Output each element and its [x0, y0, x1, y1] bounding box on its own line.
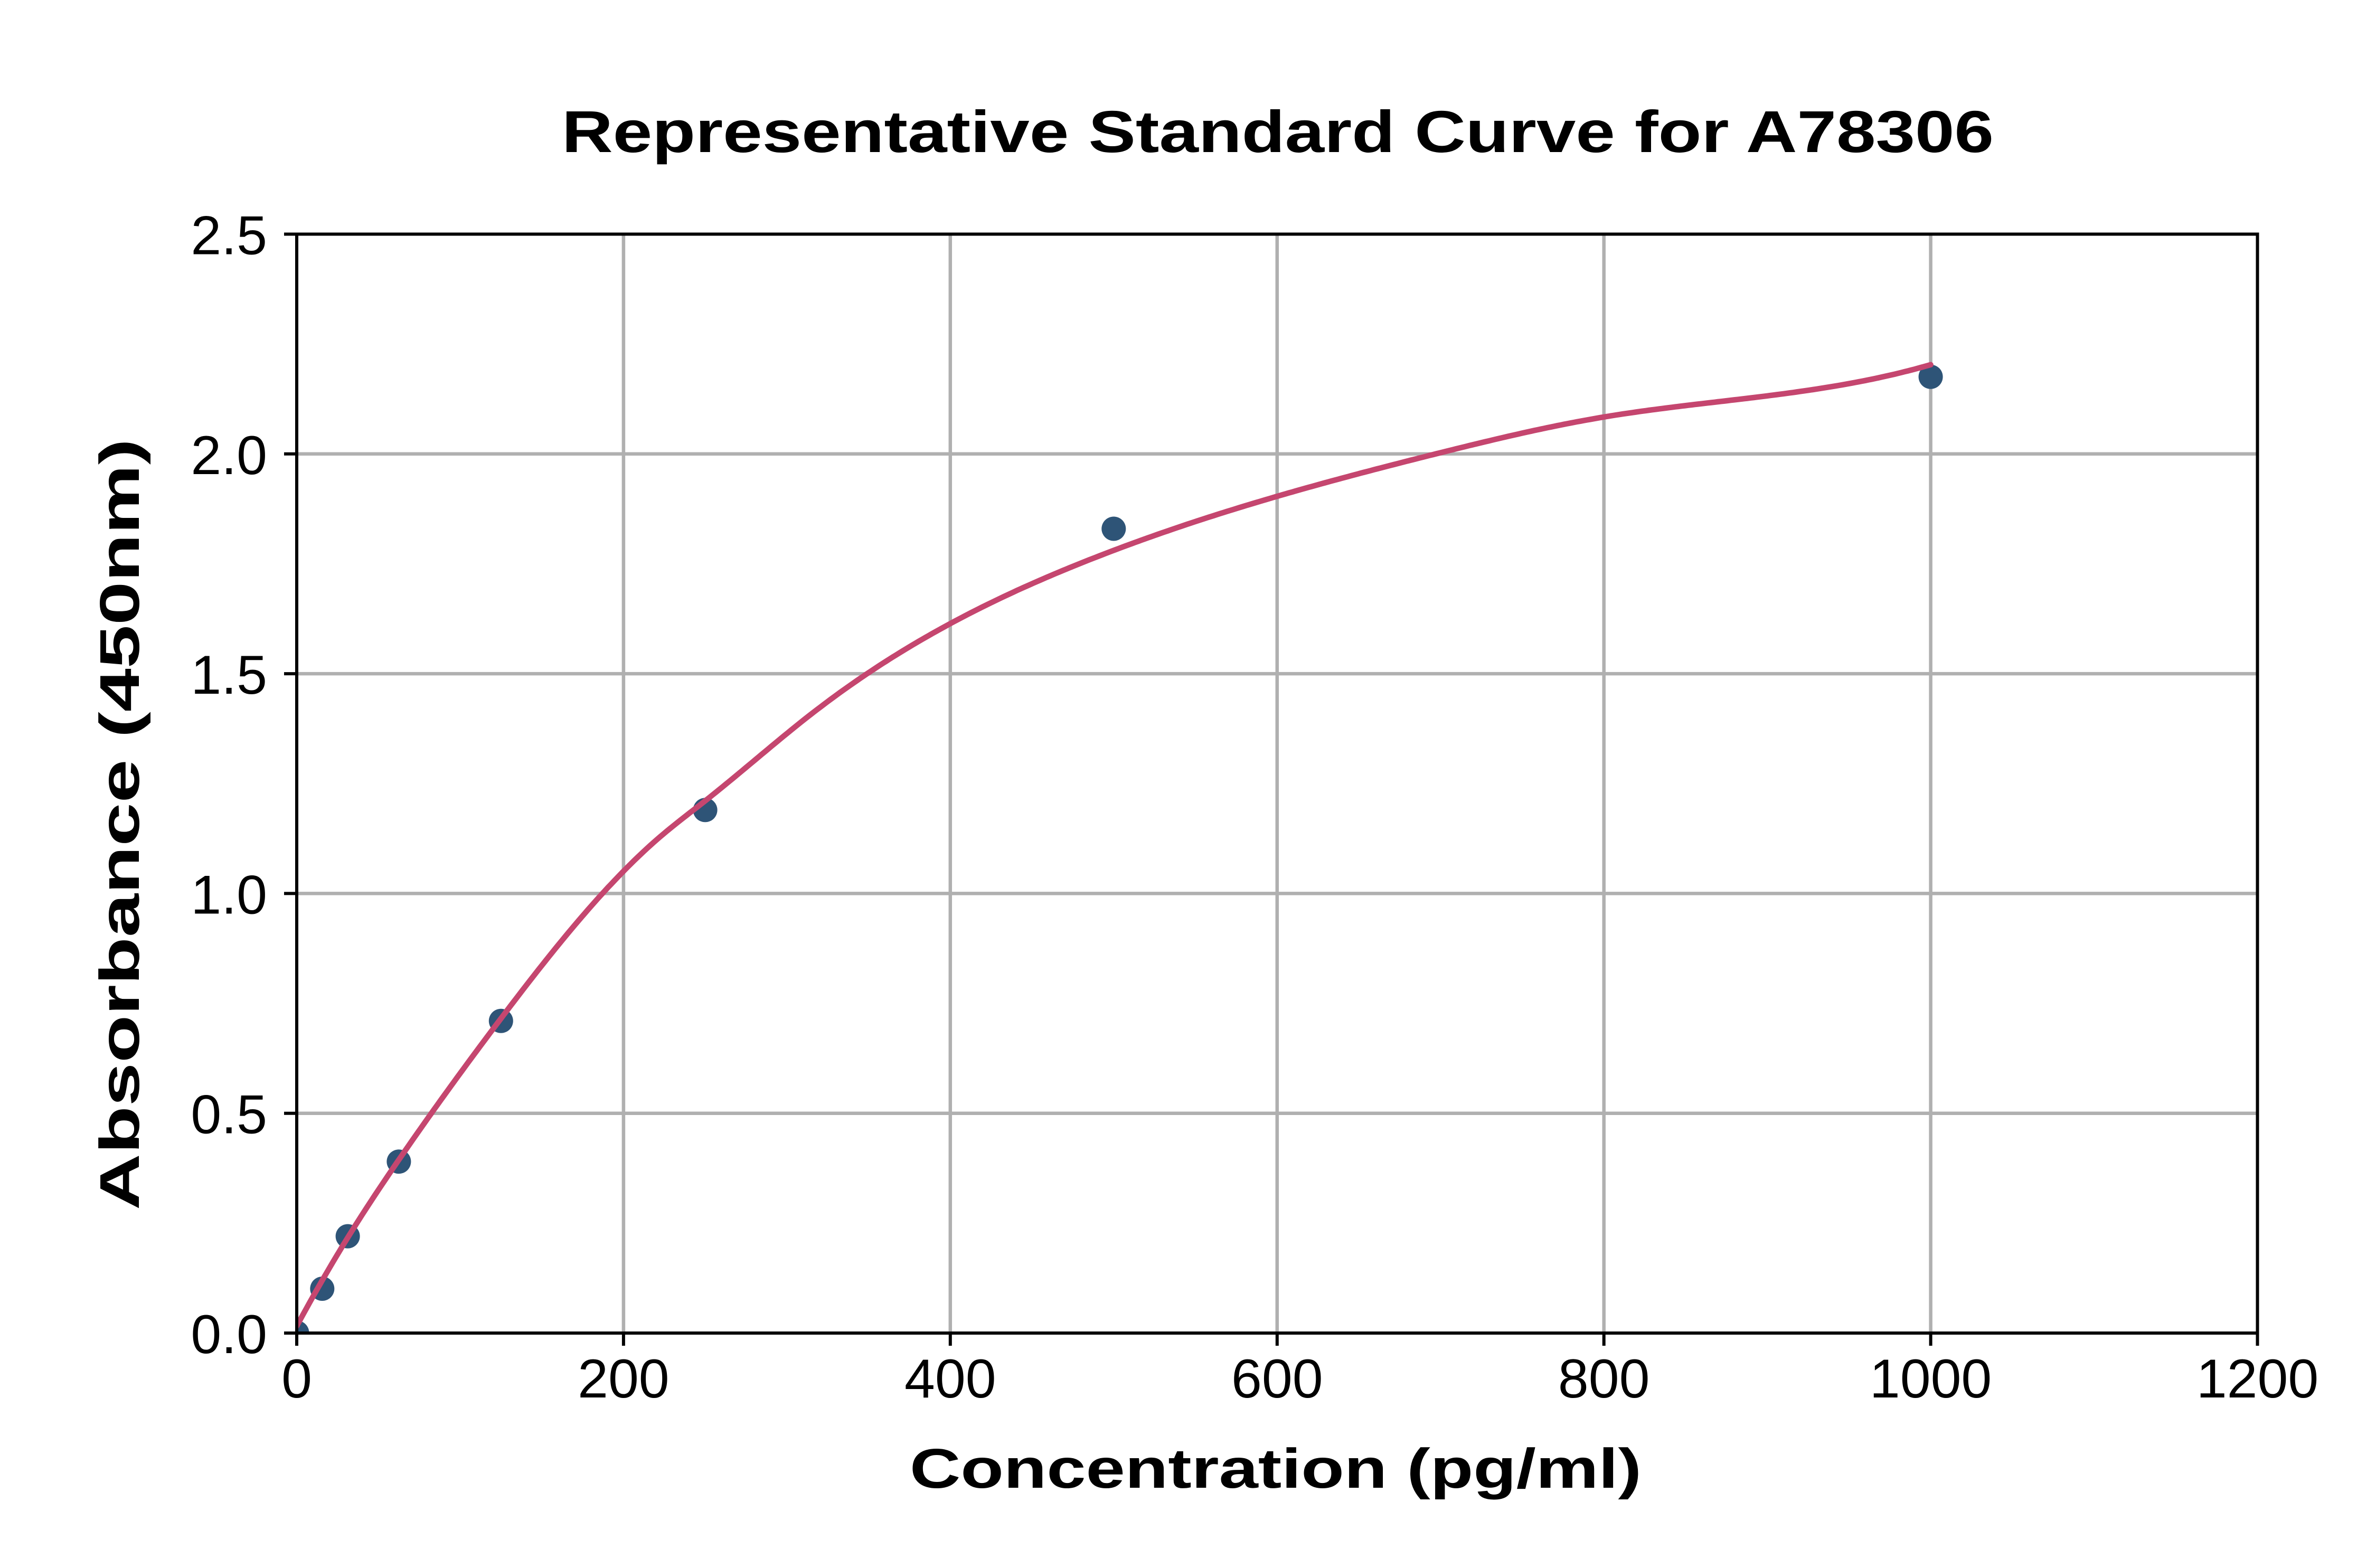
- svg-text:Concentration (pg/ml): Concentration (pg/ml): [910, 1438, 1642, 1500]
- svg-text:Representative Standard Curve: Representative Standard Curve for A78306: [562, 99, 1994, 165]
- svg-text:2.0: 2.0: [191, 425, 267, 486]
- svg-text:1.0: 1.0: [191, 864, 267, 925]
- svg-text:1000: 1000: [1870, 1348, 1992, 1410]
- svg-text:0: 0: [281, 1348, 312, 1410]
- svg-text:400: 400: [904, 1348, 996, 1410]
- svg-text:2.5: 2.5: [191, 205, 267, 267]
- svg-text:800: 800: [1558, 1348, 1650, 1410]
- svg-text:600: 600: [1231, 1348, 1323, 1410]
- svg-text:Absorbance (450nm): Absorbance (450nm): [89, 439, 151, 1210]
- svg-text:0.0: 0.0: [191, 1304, 267, 1365]
- svg-text:0.5: 0.5: [191, 1084, 267, 1146]
- svg-text:1.5: 1.5: [191, 645, 267, 706]
- svg-text:200: 200: [578, 1348, 670, 1410]
- svg-text:1200: 1200: [2196, 1348, 2318, 1410]
